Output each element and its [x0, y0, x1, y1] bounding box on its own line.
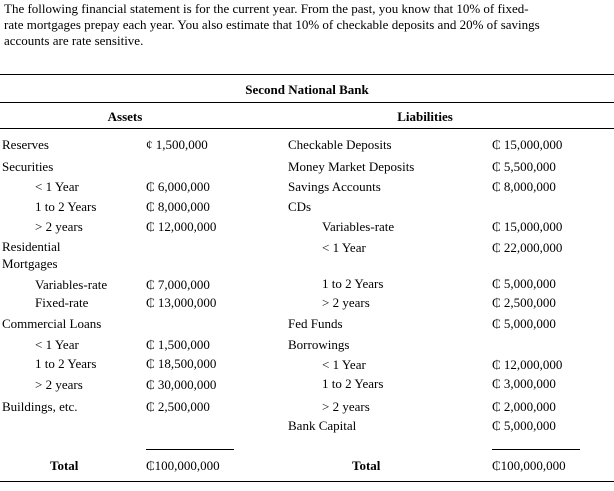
row-label: 1 to 2 Years: [322, 376, 384, 391]
row-label: Checkable Deposits: [288, 137, 392, 152]
total-label: Total: [352, 458, 381, 473]
row-label: Variables-rate: [35, 277, 108, 292]
row-value: ₵ 2,000,000: [492, 399, 556, 414]
row-label: < 1 Year: [322, 240, 366, 255]
row-value: ₵ 30,000,000: [146, 377, 217, 392]
row-label: CDs: [288, 199, 312, 214]
rule: [0, 481, 614, 482]
row-value: ₵ 5,000,000: [492, 418, 556, 433]
row-value: ₵ 18,500,000: [146, 356, 217, 371]
row-label: Securities: [2, 159, 54, 174]
row-label: Reserves: [2, 137, 49, 152]
total-value: ₵100,000,000: [492, 458, 566, 473]
row-label: 1 to 2 Years: [322, 276, 384, 291]
row-value: ₵ 1,500,000: [146, 337, 210, 352]
row-value: ₵ 8,000,000: [492, 179, 556, 194]
row-label: Buildings, etc.: [2, 399, 78, 414]
assets-header: Assets: [107, 109, 143, 124]
row-label: > 2 years: [35, 377, 83, 392]
row-value: ₵ 15,000,000: [492, 137, 563, 152]
row-value: ₵ 12,000,000: [146, 219, 217, 234]
row-label: < 1 Year: [322, 357, 366, 372]
row-value: ₵ 5,500,000: [492, 159, 556, 174]
row-value: ₵ 7,000,000: [146, 277, 210, 292]
row-label: Mortgages: [2, 256, 58, 271]
row-value: ₵ 8,000,000: [146, 199, 210, 214]
row-value: ₵ 2,500,000: [492, 295, 556, 310]
intro-line: accounts are rate sensitive.: [4, 33, 144, 48]
row-value: ₵ 5,000,000: [492, 316, 556, 331]
row-value: ₵ 13,000,000: [146, 295, 217, 310]
table-title: Second National Bank: [245, 82, 369, 97]
row-label: 1 to 2 Years: [35, 356, 97, 371]
intro-line: rate mortgages prepay each year. You als…: [4, 17, 540, 32]
row-label: Fixed-rate: [35, 295, 89, 310]
total-label: Total: [50, 458, 79, 473]
intro-line: The following financial statement is for…: [4, 1, 529, 16]
row-label: > 2 years: [322, 399, 370, 414]
row-label: Money Market Deposits: [288, 159, 415, 174]
row-label: Residential: [2, 239, 61, 254]
row-label: > 2 years: [35, 219, 83, 234]
row-label: 1 to 2 Years: [35, 199, 97, 214]
row-label: Borrowings: [288, 337, 350, 352]
row-label: Fed Funds: [288, 316, 343, 331]
total-value: ₵100,000,000: [146, 458, 220, 473]
row-value: ₵ 22,000,000: [492, 240, 563, 255]
liabilities-header: Liabilities: [397, 109, 453, 124]
row-label: Commercial Loans: [2, 316, 102, 331]
row-label: Bank Capital: [288, 418, 357, 433]
row-label: < 1 Year: [35, 337, 79, 352]
row-value: ₵ 3,000,000: [492, 376, 556, 391]
row-label: < 1 Year: [35, 179, 79, 194]
row-value: ¢ 1,500,000: [146, 137, 208, 152]
rule: [0, 74, 614, 75]
row-label: Variables-rate: [322, 219, 395, 234]
row-label: > 2 years: [322, 295, 370, 310]
row-value: ₵ 12,000,000: [492, 357, 563, 372]
row-value: ₵ 15,000,000: [492, 219, 563, 234]
row-value: ₵ 2,500,000: [146, 399, 210, 414]
row-value: ₵ 5,000,000: [492, 276, 556, 291]
rule: [146, 449, 234, 450]
row-label: Savings Accounts: [288, 179, 381, 194]
rule: [0, 102, 614, 103]
rule: [0, 128, 614, 129]
row-value: ₵ 6,000,000: [146, 179, 210, 194]
rule: [492, 449, 580, 450]
